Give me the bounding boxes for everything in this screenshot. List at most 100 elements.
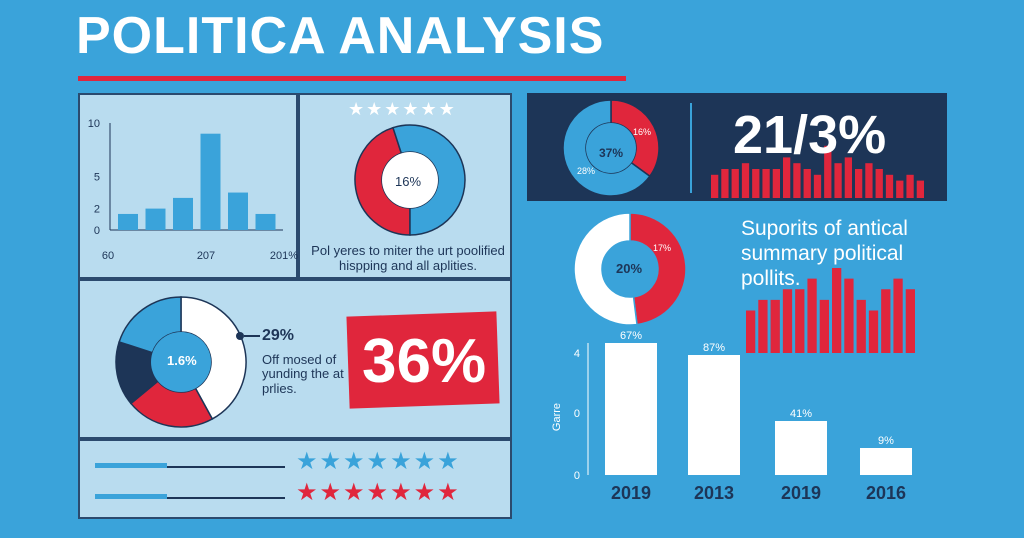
bar [746, 310, 756, 353]
y-axis-label: Garre [551, 403, 563, 431]
bar [200, 133, 221, 230]
x-tick-label: 2016 [866, 483, 906, 503]
bar [770, 299, 780, 353]
donut-caption: Pol yeres to miter the urt poolified his… [308, 243, 508, 274]
bar [875, 169, 883, 198]
bar [731, 169, 739, 198]
donut-chart [354, 124, 466, 236]
y-tick-label: 0 [574, 470, 580, 482]
pie-center-label: 1.6% [167, 353, 197, 368]
y-tick-label: 4 [574, 348, 580, 360]
bar [752, 169, 760, 198]
bar [844, 157, 852, 198]
y-tick-label: 10 [88, 118, 100, 130]
dark-big-value: 21/3% [733, 105, 887, 165]
bar [758, 299, 768, 353]
bar [832, 268, 842, 353]
donut-caption-line: Pol yeres to miter the urt poolified [311, 243, 505, 258]
x-tick-label: 2013 [694, 483, 734, 503]
bar [906, 174, 914, 198]
y-tick-label: 5 [94, 172, 100, 184]
rating-stars-icon: ★★★★★★ [348, 99, 457, 119]
small-bar-chart: 10 5 2 0 60 207 201% [88, 118, 299, 262]
title-underline [78, 76, 626, 81]
bar [803, 169, 811, 198]
bottom-bar-chart: 4 0 0 Garre 67% 2019 87% 2013 41% 2019 9% 2016 [551, 330, 912, 503]
dark-donut-chart [562, 99, 660, 197]
summary-text-line: Suporits of antical [741, 217, 908, 240]
donut-hole [586, 123, 636, 173]
red-stars-icon: ★★★★★★★ [296, 479, 461, 506]
x-tick-label: 2019 [611, 483, 651, 503]
bar [782, 289, 793, 353]
bar [775, 421, 827, 475]
bar [741, 163, 750, 198]
bar [896, 180, 904, 198]
bar [118, 213, 138, 230]
right-donut-callout: 17% [653, 243, 672, 253]
stars-panel [78, 439, 512, 519]
donut-center-label: 16% [395, 174, 422, 189]
callout-dot [236, 332, 244, 340]
bar [762, 169, 770, 198]
big-value: 36% [362, 327, 487, 396]
x-tick-label: 207 [197, 250, 215, 262]
bar-chart-panel [78, 93, 298, 279]
right-donut-chart [573, 212, 687, 326]
bar [795, 289, 805, 353]
bar [145, 208, 166, 230]
bar [905, 289, 915, 353]
bar [893, 278, 903, 353]
pie-callout-label: 29% [262, 327, 295, 344]
bar [807, 278, 817, 353]
summary-text-line: pollits. [741, 267, 801, 291]
pie-chart [115, 296, 247, 428]
x-tick-label: 201% [270, 250, 298, 262]
bar [860, 448, 912, 475]
bar [605, 343, 657, 475]
divider [690, 103, 692, 193]
progress-line [95, 463, 167, 468]
data-label: 41% [790, 408, 812, 420]
donut-caption-line: hispping and all aplities. [338, 257, 478, 273]
progress-line [167, 466, 285, 468]
bar [865, 163, 873, 198]
right-donut-center: 20% [616, 261, 643, 276]
pie-text-line: prlies. [262, 380, 297, 396]
summary-text: Suporits of antical summary political po… [741, 216, 908, 292]
bar [885, 174, 894, 198]
pie-text: Off mosed of yunding the at prlies. [262, 352, 344, 396]
bar [916, 180, 924, 198]
callout-line [244, 335, 260, 337]
red-bar-chart [746, 268, 915, 353]
bar [844, 278, 854, 353]
pie-text-line: yunding the at [262, 366, 344, 382]
bar [711, 174, 719, 198]
donut-hole [151, 332, 211, 392]
dark-donut-label: 16% [633, 127, 652, 137]
page-title: POLITICA ANALYSIS [76, 7, 605, 65]
bar [855, 169, 863, 198]
dark-bar-chart [711, 145, 924, 198]
summary-text-line: summary political [741, 242, 904, 266]
bar [813, 174, 822, 198]
progress-line [95, 494, 167, 499]
bar [772, 169, 780, 198]
donut-hole [602, 241, 658, 297]
bar [783, 157, 791, 198]
bar [868, 310, 879, 353]
data-label: 87% [703, 342, 725, 354]
dark-donut-label: 37% [599, 146, 624, 160]
bar [228, 192, 248, 230]
bar [721, 169, 729, 198]
y-tick-label: 0 [94, 225, 100, 237]
data-label: 9% [878, 435, 894, 447]
bar [173, 197, 193, 230]
bar [856, 299, 866, 353]
dark-donut-label: 28% [577, 166, 596, 176]
y-tick-label: 2 [94, 204, 100, 216]
bar [793, 163, 801, 198]
pie-text-line: Off mosed of [262, 352, 337, 367]
bar [824, 145, 832, 198]
data-label: 67% [620, 330, 642, 342]
